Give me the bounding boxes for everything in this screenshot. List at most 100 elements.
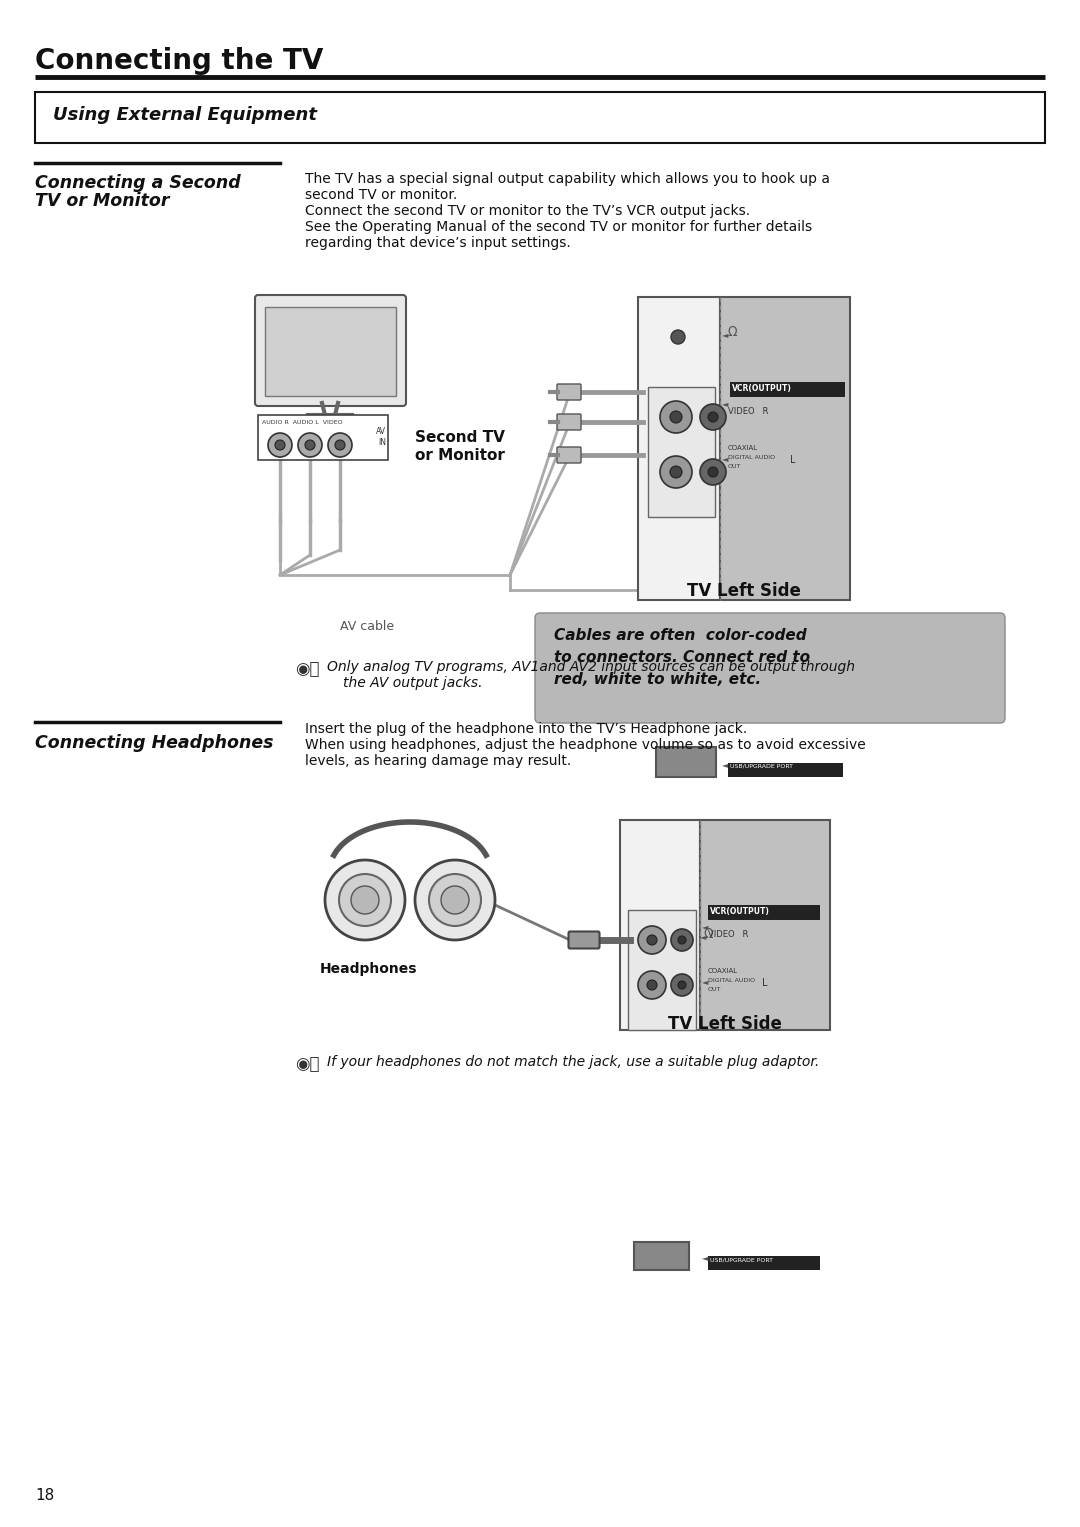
Text: Insert the plug of the headphone into the TV’s Headphone jack.: Insert the plug of the headphone into th…: [305, 722, 747, 736]
Bar: [656, 747, 716, 777]
Text: Second TV: Second TV: [415, 431, 504, 444]
Text: Headphones: Headphones: [320, 962, 418, 976]
Circle shape: [298, 434, 322, 457]
Text: Only analog TV programs, AV1and AV2 input sources can be output through: Only analog TV programs, AV1and AV2 inpu…: [327, 660, 855, 673]
Text: ◉⧗: ◉⧗: [295, 1055, 320, 1073]
Bar: [35, 92, 1045, 144]
Text: Connecting a Second: Connecting a Second: [35, 174, 241, 192]
Circle shape: [268, 434, 292, 457]
Text: DIGITAL AUDIO: DIGITAL AUDIO: [728, 455, 775, 460]
FancyBboxPatch shape: [557, 414, 581, 431]
Circle shape: [647, 935, 657, 945]
Circle shape: [429, 873, 481, 925]
Bar: [638, 296, 720, 600]
Circle shape: [700, 460, 726, 486]
Text: 18: 18: [35, 1487, 54, 1503]
Text: COAXIAL: COAXIAL: [728, 444, 758, 450]
FancyBboxPatch shape: [557, 383, 581, 400]
Text: VIDEO   R: VIDEO R: [728, 408, 768, 415]
Bar: [258, 415, 388, 460]
Text: VCR(OUTPUT): VCR(OUTPUT): [732, 383, 792, 392]
Circle shape: [678, 980, 686, 989]
Bar: [620, 820, 700, 1031]
Bar: [730, 382, 845, 397]
Circle shape: [708, 467, 718, 476]
Text: regarding that device’s input settings.: regarding that device’s input settings.: [305, 237, 570, 250]
Circle shape: [647, 980, 657, 989]
Text: L: L: [789, 455, 796, 466]
Text: OUT: OUT: [708, 986, 721, 993]
Circle shape: [708, 412, 718, 421]
Circle shape: [671, 974, 693, 996]
Circle shape: [275, 440, 285, 450]
Circle shape: [660, 402, 692, 434]
Text: Using External Equipment: Using External Equipment: [53, 107, 318, 125]
Circle shape: [638, 925, 666, 954]
Bar: [708, 906, 820, 919]
Text: Connecting Headphones: Connecting Headphones: [35, 734, 273, 751]
Text: ◄: ◄: [723, 330, 729, 339]
Text: When using headphones, adjust the headphone volume so as to avoid excessive: When using headphones, adjust the headph…: [305, 738, 866, 751]
Text: VIDEO   R: VIDEO R: [708, 930, 748, 939]
Text: the AV output jacks.: the AV output jacks.: [343, 676, 483, 690]
Circle shape: [700, 405, 726, 431]
Circle shape: [351, 886, 379, 915]
Circle shape: [638, 971, 666, 999]
FancyBboxPatch shape: [255, 295, 406, 406]
Text: COAXIAL: COAXIAL: [708, 968, 738, 974]
Circle shape: [415, 860, 495, 941]
Text: The TV has a special signal output capability which allows you to hook up a: The TV has a special signal output capab…: [305, 173, 831, 186]
Text: Connect the second TV or monitor to the TV’s VCR output jacks.: Connect the second TV or monitor to the …: [305, 205, 751, 218]
Text: or Monitor: or Monitor: [415, 447, 504, 463]
Text: ◄: ◄: [702, 1254, 708, 1263]
Text: Ω: Ω: [728, 325, 738, 339]
FancyBboxPatch shape: [557, 447, 581, 463]
Circle shape: [670, 466, 681, 478]
Text: Cables are often  color-coded
to connectors. Connect red to
red, white to white,: Cables are often color-coded to connecto…: [554, 628, 810, 687]
Circle shape: [671, 928, 693, 951]
Bar: [648, 386, 715, 518]
Text: ◄: ◄: [702, 922, 708, 931]
Text: AV
IN: AV IN: [376, 428, 386, 447]
Text: levels, as hearing damage may result.: levels, as hearing damage may result.: [305, 754, 571, 768]
Text: second TV or monitor.: second TV or monitor.: [305, 188, 457, 202]
Text: TV Left Side: TV Left Side: [687, 582, 801, 600]
Text: ◄: ◄: [702, 977, 708, 986]
Text: TV Left Side: TV Left Side: [669, 1015, 782, 1032]
Circle shape: [339, 873, 391, 925]
Text: If your headphones do not match the jack, use a suitable plug adaptor.: If your headphones do not match the jack…: [327, 1055, 820, 1069]
Text: ◄: ◄: [700, 933, 706, 942]
Text: ◄: ◄: [723, 400, 729, 409]
Circle shape: [671, 330, 685, 344]
Text: TV or Monitor: TV or Monitor: [35, 192, 170, 211]
Text: DIGITAL AUDIO: DIGITAL AUDIO: [708, 977, 755, 983]
Circle shape: [642, 931, 659, 948]
Bar: [708, 1257, 820, 1270]
Bar: [634, 1241, 689, 1270]
Text: Ω: Ω: [704, 928, 714, 942]
Text: USB/UPGRADE PORT: USB/UPGRADE PORT: [730, 764, 793, 770]
Text: See the Operating Manual of the second TV or monitor for further details: See the Operating Manual of the second T…: [305, 220, 812, 234]
Circle shape: [660, 457, 692, 489]
Circle shape: [335, 440, 345, 450]
FancyBboxPatch shape: [535, 612, 1005, 722]
Bar: [700, 820, 831, 1031]
Text: AUDIO R  AUDIO L  VIDEO: AUDIO R AUDIO L VIDEO: [262, 420, 342, 425]
Text: VCR(OUTPUT): VCR(OUTPUT): [710, 907, 770, 916]
Circle shape: [670, 411, 681, 423]
Text: AV cable: AV cable: [340, 620, 394, 634]
Text: ◄: ◄: [723, 455, 729, 464]
Text: ◉⧗: ◉⧗: [295, 660, 320, 678]
Text: Connecting the TV: Connecting the TV: [35, 47, 323, 75]
Text: OUT: OUT: [728, 464, 741, 469]
Bar: [627, 910, 696, 1031]
FancyBboxPatch shape: [568, 931, 599, 948]
Text: L: L: [762, 977, 768, 988]
Circle shape: [678, 936, 686, 944]
Circle shape: [305, 440, 315, 450]
Bar: [728, 764, 843, 777]
Bar: [720, 296, 850, 600]
Circle shape: [325, 860, 405, 941]
FancyBboxPatch shape: [265, 307, 396, 395]
Text: USB/UPGRADE PORT: USB/UPGRADE PORT: [710, 1257, 773, 1261]
